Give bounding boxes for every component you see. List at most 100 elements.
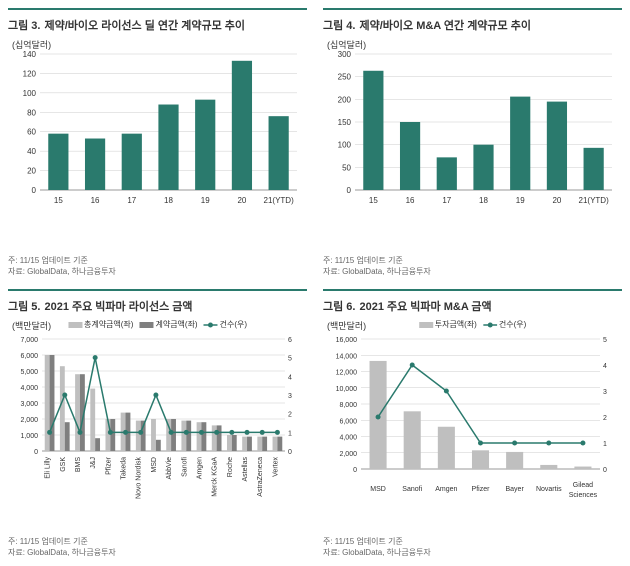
svg-text:100: 100 xyxy=(23,89,37,98)
svg-text:16: 16 xyxy=(406,196,415,205)
panel-5-title: 그림 5. 2021 주요 빅파마 라이선스 금액 xyxy=(8,289,307,317)
svg-text:3,000: 3,000 xyxy=(20,401,38,408)
svg-text:6,000: 6,000 xyxy=(20,353,38,360)
svg-text:300: 300 xyxy=(338,50,352,59)
svg-text:AstraZeneca: AstraZeneca xyxy=(257,457,264,497)
note: 주: 11/15 업데이트 기준 xyxy=(323,256,622,266)
note: 주: 11/15 업데이트 기준 xyxy=(8,256,307,266)
svg-text:Vertex: Vertex xyxy=(272,457,279,477)
svg-text:2: 2 xyxy=(288,412,292,419)
svg-text:80: 80 xyxy=(27,108,36,117)
unit-label: (십억달러) xyxy=(327,38,366,51)
svg-text:0: 0 xyxy=(288,449,292,456)
svg-text:6: 6 xyxy=(288,337,292,344)
svg-text:60: 60 xyxy=(27,128,36,137)
legend-label: 건수(우) xyxy=(220,319,247,330)
svg-text:50: 50 xyxy=(342,163,351,172)
svg-text:2: 2 xyxy=(603,415,607,422)
svg-text:20: 20 xyxy=(552,196,561,205)
source: 자료: GlobalData, 하나금융투자 xyxy=(323,548,622,558)
svg-text:16: 16 xyxy=(91,196,100,205)
panel-5-footer: 주: 11/15 업데이트 기준 자료: GlobalData, 하나금융투자 xyxy=(8,537,307,558)
unit-label: (십억달러) xyxy=(12,38,51,51)
panel-3-footer: 주: 11/15 업데이트 기준 자료: GlobalData, 하나금융투자 xyxy=(8,256,307,277)
svg-text:MSD: MSD xyxy=(370,486,386,493)
svg-text:5: 5 xyxy=(288,356,292,363)
svg-text:Takeda: Takeda xyxy=(121,457,128,480)
svg-text:0: 0 xyxy=(32,186,37,195)
title-text: 2021 주요 빅파마 M&A 금액 xyxy=(359,298,491,314)
legend-count: 건수(우) xyxy=(483,319,526,330)
svg-text:14,000: 14,000 xyxy=(336,353,358,360)
panel-4-title: 그림 4. 제약/바이오 M&A 연간 계약규모 추이 xyxy=(323,8,622,36)
svg-text:15: 15 xyxy=(54,196,63,205)
source: 자료: GlobalData, 하나금융투자 xyxy=(8,548,307,558)
svg-text:4: 4 xyxy=(603,363,607,370)
title-prefix: 그림 3. xyxy=(8,17,40,33)
svg-text:17: 17 xyxy=(442,196,451,205)
svg-text:0: 0 xyxy=(347,186,352,195)
source: 자료: GlobalData, 하나금융투자 xyxy=(323,267,622,277)
title-text: 제약/바이오 M&A 연간 계약규모 추이 xyxy=(359,17,530,33)
panel-3-title: 그림 3. 제약/바이오 라이선스 딜 연간 계약규모 추이 xyxy=(8,8,307,36)
chart-5: (백만달러) 총계약금액(좌) 계약금액(좌) 건수(우) 01,0002,00… xyxy=(8,319,307,533)
svg-text:5: 5 xyxy=(603,337,607,344)
svg-text:12,000: 12,000 xyxy=(336,370,358,377)
svg-text:5,000: 5,000 xyxy=(20,369,38,376)
svg-text:BMS: BMS xyxy=(75,457,82,473)
title-text: 제약/바이오 라이선스 딜 연간 계약규모 추이 xyxy=(44,17,245,33)
svg-text:Pfizer: Pfizer xyxy=(472,486,491,493)
svg-text:20: 20 xyxy=(27,167,36,176)
svg-text:100: 100 xyxy=(338,141,352,150)
svg-text:19: 19 xyxy=(201,196,210,205)
legend-label: 건수(우) xyxy=(499,319,526,330)
svg-text:GSK: GSK xyxy=(60,457,67,472)
legend-count: 건수(우) xyxy=(204,319,247,330)
title-prefix: 그림 4. xyxy=(323,17,355,33)
svg-text:17: 17 xyxy=(127,196,136,205)
svg-text:Amgen: Amgen xyxy=(435,486,457,493)
panel-6: 그림 6. 2021 주요 빅파마 M&A 금액 (백만달러) 투자금액(좌) … xyxy=(323,289,622,558)
legend-label: 총계약금액(좌) xyxy=(84,319,134,330)
svg-text:J&J: J&J xyxy=(90,457,97,469)
svg-text:3: 3 xyxy=(288,393,292,400)
svg-text:Novartis: Novartis xyxy=(536,486,562,493)
svg-text:0: 0 xyxy=(34,449,38,456)
chart-4: (십억달러) 05010015020025030015161718192021(… xyxy=(323,38,622,252)
note: 주: 11/15 업데이트 기준 xyxy=(8,537,307,547)
panel-6-footer: 주: 11/15 업데이트 기준 자료: GlobalData, 하나금융투자 xyxy=(323,537,622,558)
svg-text:2,000: 2,000 xyxy=(20,417,38,424)
svg-text:250: 250 xyxy=(338,73,352,82)
svg-text:19: 19 xyxy=(516,196,525,205)
panel-6-title: 그림 6. 2021 주요 빅파마 M&A 금액 xyxy=(323,289,622,317)
source: 자료: GlobalData, 하나금융투자 xyxy=(8,267,307,277)
svg-text:Pfizer: Pfizer xyxy=(105,456,112,475)
svg-text:Eli Lilly: Eli Lilly xyxy=(45,457,52,479)
svg-text:7,000: 7,000 xyxy=(20,337,38,344)
note: 주: 11/15 업데이트 기준 xyxy=(323,537,622,547)
svg-text:MSD: MSD xyxy=(151,457,158,473)
unit-label-left: (백만달러) xyxy=(12,319,51,332)
legend-label: 계약금액(좌) xyxy=(155,319,197,330)
title-prefix: 그림 6. xyxy=(323,298,355,314)
svg-text:4: 4 xyxy=(288,374,292,381)
chart-6: (백만달러) 투자금액(좌) 건수(우) 02,0004,0006,0008,0… xyxy=(323,319,622,533)
svg-text:40: 40 xyxy=(27,147,36,156)
panel-5: 그림 5. 2021 주요 빅파마 라이선스 금액 (백만달러) 총계약금액(좌… xyxy=(8,289,307,558)
svg-text:6,000: 6,000 xyxy=(339,418,357,425)
svg-text:1: 1 xyxy=(288,430,292,437)
svg-text:0: 0 xyxy=(603,467,607,474)
title-text: 2021 주요 빅파마 라이선스 금액 xyxy=(44,298,192,314)
svg-text:Sciences: Sciences xyxy=(569,492,598,499)
legend-label: 투자금액(좌) xyxy=(435,319,477,330)
legend: 총계약금액(좌) 계약금액(좌) 건수(우) xyxy=(68,319,247,330)
svg-text:3: 3 xyxy=(603,389,607,396)
legend: 투자금액(좌) 건수(우) xyxy=(419,319,527,330)
chart-3: (십억달러) 02040608010012014015161718192021(… xyxy=(8,38,307,252)
svg-text:18: 18 xyxy=(164,196,173,205)
svg-text:Astellas: Astellas xyxy=(242,457,249,482)
svg-text:200: 200 xyxy=(338,95,352,104)
svg-text:2,000: 2,000 xyxy=(339,451,357,458)
title-prefix: 그림 5. xyxy=(8,298,40,314)
svg-text:Roche: Roche xyxy=(227,457,234,477)
